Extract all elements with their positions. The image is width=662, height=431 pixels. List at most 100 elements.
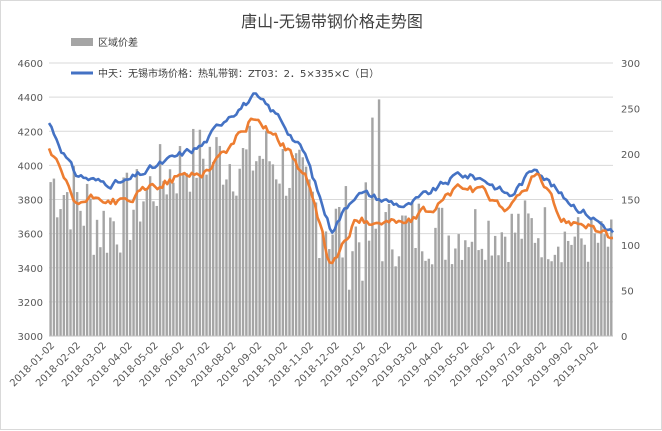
bar [294,153,298,336]
bar [371,117,374,336]
bar [610,219,613,336]
bar [138,221,142,336]
bar [192,128,195,336]
bar [328,249,331,336]
bar [221,184,225,336]
bar [271,164,275,336]
bar [347,289,351,336]
bar [411,201,414,336]
y-left-tick-label: 3000 [18,332,43,343]
bar [357,242,361,336]
y-left-tick-label: 3600 [18,230,43,241]
chart-title: 唐山-无锡带钢价格走势图 [241,12,423,31]
bar [284,195,288,336]
bar [493,235,497,336]
bar [507,261,510,336]
bar [318,258,321,336]
bar [291,155,295,336]
bar [265,130,268,336]
bar [275,179,278,336]
bar [72,166,76,336]
bar [129,239,132,336]
bar [304,166,308,336]
bar [152,201,155,336]
bar [351,251,354,336]
bar [344,186,348,336]
bar [401,215,404,336]
bar [364,182,367,336]
bar [231,191,235,336]
bar [434,227,437,336]
bar [56,217,59,336]
bar [603,234,606,336]
bar [450,264,454,336]
bar [533,242,537,336]
bar [49,182,52,336]
bar [175,193,178,336]
y-right-tick-label: 200 [621,150,640,161]
bar [142,201,145,336]
bar [148,176,152,336]
bar [102,210,105,336]
y-right-tick-label: 250 [621,105,640,116]
bar [510,213,513,336]
bar [530,218,533,336]
bar [460,259,464,336]
bar [420,251,424,336]
bar [503,236,507,336]
bar [241,148,245,336]
bar [354,226,358,336]
bar [245,149,248,336]
bar [550,261,553,336]
y-right-tick-label: 150 [621,196,640,207]
legend-swatch-bar [71,38,93,46]
bar [69,229,72,336]
bar [527,213,530,336]
bar [477,250,480,336]
bar [427,258,431,336]
bar [424,260,427,336]
bar [248,125,251,336]
bar [95,219,99,336]
y-right-tick-label: 300 [621,59,640,70]
bar [440,207,444,336]
bar [202,158,205,336]
bar [474,209,477,336]
bar [122,177,125,336]
bar [417,203,421,336]
bar [590,219,593,336]
bar [238,168,241,336]
bar [112,221,115,336]
price-line [47,117,614,265]
bar [105,252,109,336]
bar [324,231,328,336]
bar [540,257,543,336]
bar [464,240,467,336]
bar [65,192,69,336]
bar [261,158,265,336]
bar [235,195,238,336]
bar-series [49,99,613,337]
bar [158,144,162,336]
bar [341,257,344,336]
bar [109,217,112,336]
bar [573,236,577,336]
bar [62,194,66,336]
line-series [47,92,615,265]
bar [596,242,600,336]
bar [377,99,381,337]
bar [334,208,338,336]
bar [384,212,387,336]
bar [178,146,182,336]
y-left-tick-label: 4000 [18,161,43,172]
bar [444,259,447,336]
bar [132,209,135,336]
bar [92,254,95,336]
bar [268,161,271,336]
bar [404,215,407,336]
bar [52,178,56,336]
bar [566,240,570,336]
bar [374,228,377,336]
bar [251,170,255,336]
